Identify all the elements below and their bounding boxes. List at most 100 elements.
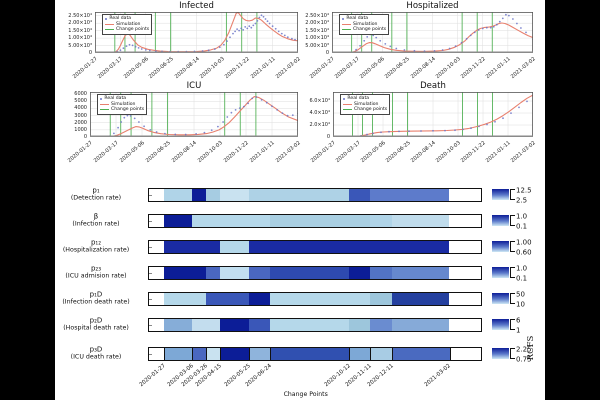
y-tick-label: 1000 (74, 126, 87, 133)
heat-cell (348, 348, 372, 360)
heat-bar-5 (148, 292, 482, 306)
heat-bar-1 (148, 188, 482, 202)
heat-bar-7 (148, 347, 482, 361)
series-real-data-point (207, 49, 210, 52)
series-real-data-point (255, 96, 258, 98)
y-tick-label: 2000 (74, 119, 87, 126)
colorbar-max: 1.00 (516, 238, 532, 247)
series-real-data-point (518, 106, 520, 109)
series-real-data-point (248, 25, 251, 28)
heat-cell (191, 348, 208, 360)
colorbar-min: 1 (516, 325, 521, 334)
colorbar-values: 1.00 0.60 (516, 238, 532, 256)
y-tick-label: 0 (88, 50, 92, 56)
series-real-data-point (244, 26, 247, 28)
heat-cell (270, 293, 349, 305)
series-real-data-point (359, 44, 361, 47)
series-real-data-point (122, 47, 125, 50)
series-real-data-point (148, 49, 151, 52)
plot-svg (331, 12, 534, 54)
y-tick-label: 2.50×10⁴ (305, 12, 329, 19)
heat-cell (348, 241, 371, 253)
colorbar-min: 0.75 (516, 354, 532, 363)
series-real-data-point (355, 48, 357, 51)
heat-cell (220, 293, 249, 305)
y-tick-label: 4000 (74, 105, 87, 112)
series-real-data-point (520, 27, 522, 29)
bar-ytick (149, 354, 152, 355)
series-real-data-point (256, 20, 259, 22)
heat-cell (370, 189, 392, 201)
colorbar-2: 1.0 0.1 (492, 213, 527, 229)
series-real-data-point (128, 43, 131, 46)
series-real-data-point (129, 115, 132, 117)
heat-cell (248, 293, 271, 305)
colorbar-min: 0.60 (516, 247, 532, 256)
row-name: (Infection death rate) (62, 298, 130, 306)
y-tick-label: 5.00×10³ (68, 42, 92, 49)
heat-cell (391, 189, 450, 201)
series-real-data-point (164, 132, 166, 135)
legend-item: Change points (343, 107, 387, 113)
heat-cell (391, 348, 452, 360)
legend: Real data Simulation Change points (97, 94, 148, 115)
series-real-data-point (242, 29, 245, 31)
series-real-data-point (481, 27, 484, 30)
series-real-data-point (470, 127, 472, 130)
row-label-7: p₃D (ICU death rate) (36, 345, 156, 360)
row-name: (ICU death rate) (70, 353, 122, 361)
colorbar-3: 1.00 0.60 (492, 238, 532, 256)
heat-cell (248, 241, 271, 253)
series-real-data-point (274, 27, 277, 30)
colorbar-5: 50 10 (492, 291, 525, 307)
heat-cell (248, 189, 271, 201)
series-real-data-point (469, 34, 472, 37)
series-real-data-point (243, 105, 245, 108)
colorbar-min: 0.1 (516, 273, 528, 282)
chart-title-infected: Infected (179, 1, 214, 11)
heat-cell (220, 215, 249, 227)
series-real-data-point (291, 114, 294, 117)
series-real-data-point (230, 111, 233, 114)
row-symbol: p₁₂ (90, 238, 102, 247)
colorbar-max: 12.5 (516, 186, 532, 195)
series-real-data-point (388, 130, 390, 133)
y-tick-label: 5000 (74, 98, 87, 105)
heat-cell (270, 215, 349, 227)
y-tick-label: 1.00×10⁴ (305, 35, 329, 42)
legend-label: Real data (109, 16, 132, 22)
series-real-data-point (260, 14, 263, 17)
series-real-data-point (234, 109, 237, 111)
legend: Real data Simulation Change points (340, 94, 391, 115)
series-real-data-point (283, 34, 286, 37)
series-real-data-point (403, 49, 406, 51)
series-real-data-point (276, 109, 279, 111)
series-real-data-point (238, 29, 241, 32)
series-real-data-point (140, 48, 143, 50)
y-tick-label: 2.00×10⁴ (305, 20, 329, 27)
series-real-data-point (366, 36, 369, 38)
legend-item: Simulation (342, 22, 386, 28)
series-real-data-point (131, 44, 134, 47)
colorbar-swatch (492, 347, 509, 359)
heat-cell (348, 215, 371, 227)
colorbar-min: 2.5 (516, 195, 528, 204)
colorbar-min: 0.1 (516, 221, 528, 230)
legend: Real data Simulation Change points (339, 14, 390, 35)
heat-cell (191, 189, 207, 201)
legend-item: Real data (342, 16, 386, 22)
heat-cell (348, 189, 371, 201)
chart-title-death: Death (420, 81, 446, 91)
heat-cell (191, 293, 207, 305)
bar-ytick (149, 247, 152, 248)
plot-area-hospitalized (331, 12, 534, 54)
row-name: (Hospital death rate) (63, 324, 129, 332)
series-real-data-point (384, 43, 387, 45)
series-real-data-point (155, 131, 158, 133)
heat-cell (248, 215, 271, 227)
series-real-data-point (505, 13, 507, 16)
series-real-data-point (286, 114, 289, 117)
colorbar-7: 2.25 0.75 (492, 346, 532, 362)
y-tick-label: 2.50×10⁴ (68, 12, 92, 19)
colorbar-swatch (492, 266, 509, 278)
